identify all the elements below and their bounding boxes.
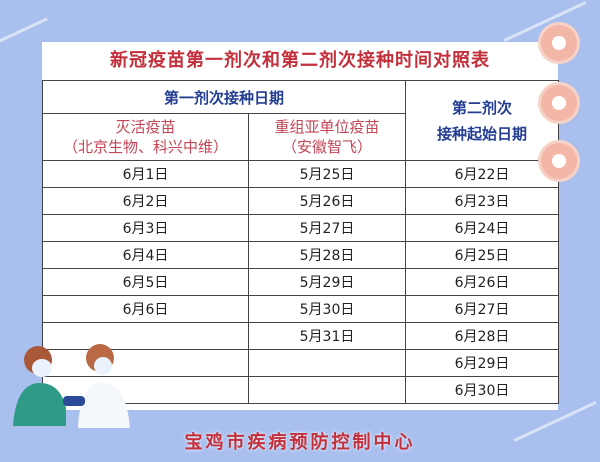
donut-decoration [538,82,580,124]
second-dose-date-cell: 6月22日 [405,160,560,188]
table-row: 6月1日 5月25日 6月22日 [42,160,560,188]
schedule-table: 第一剂次接种日期 第二剂次 接种起始日期 灭活疫苗 （北京生物、科兴中维） 重组亚单… [41,80,560,404]
inactivated-date-cell: 6月3日 [42,214,249,242]
recombinant-date-cell: 5月28日 [247,241,407,269]
table-row: 6月3日 5月27日 6月24日 [42,214,560,242]
decor-stripe [0,17,48,46]
table-row: 6月30日 [42,376,560,404]
recombinant-date-cell: 5月25日 [247,160,407,188]
footer-organization: 宝鸡市疾病预防控制中心 [184,432,416,453]
inactivated-date-cell: 6月2日 [42,187,249,215]
recombinant-date-cell: 5月26日 [247,187,407,215]
second-dose-date-cell: 6月25日 [405,241,560,269]
second-dose-header: 第二剂次 接种起始日期 [405,80,560,161]
recombinant-vaccine-header: 重组亚单位疫苗 （安徽智飞） [247,113,407,161]
recombinant-date-cell [247,376,407,404]
recombinant-date-cell: 5月30日 [247,295,407,323]
second-dose-date-cell: 6月29日 [405,349,560,377]
table-row: 6月6日 5月30日 6月27日 [42,295,560,323]
inactivated-date-cell: 6月6日 [42,295,249,323]
second-dose-date-cell: 6月24日 [405,214,560,242]
first-dose-header: 第一剂次接种日期 [41,80,407,114]
inactivated-date-cell [42,349,249,377]
recombinant-date-cell [247,349,407,377]
second-dose-date-cell: 6月23日 [405,187,560,215]
table-row: 6月2日 5月26日 6月23日 [42,187,560,215]
page-title: 新冠疫苗第一剂次和第二剂次接种时间对照表 [110,50,490,71]
donut-decoration [538,140,580,182]
donut-decoration [538,22,580,64]
table-row: 6月5日 5月29日 6月26日 [42,268,560,296]
second-dose-date-cell: 6月26日 [405,268,560,296]
inactivated-date-cell: 6月5日 [42,268,249,296]
recombinant-date-cell: 5月27日 [247,214,407,242]
schedule-card: 新冠疫苗第一剂次和第二剂次接种时间对照表 第一剂次接种日期 第二剂次 接种起始日期… [41,42,560,410]
recombinant-date-cell: 5月31日 [247,322,407,350]
inactivated-vaccine-header: 灭活疫苗 （北京生物、科兴中维） [42,113,249,161]
second-dose-date-cell: 6月27日 [405,295,560,323]
inactivated-date-cell: 6月1日 [42,160,249,188]
inactivated-date-cell: 6月4日 [42,241,249,269]
vaccination-illustration [13,344,130,428]
table-row: 6月4日 5月28日 6月25日 [42,241,560,269]
inactivated-date-cell [42,376,249,404]
recombinant-date-cell: 5月29日 [247,268,407,296]
second-dose-date-cell: 6月28日 [405,322,560,350]
second-dose-date-cell: 6月30日 [405,376,560,404]
